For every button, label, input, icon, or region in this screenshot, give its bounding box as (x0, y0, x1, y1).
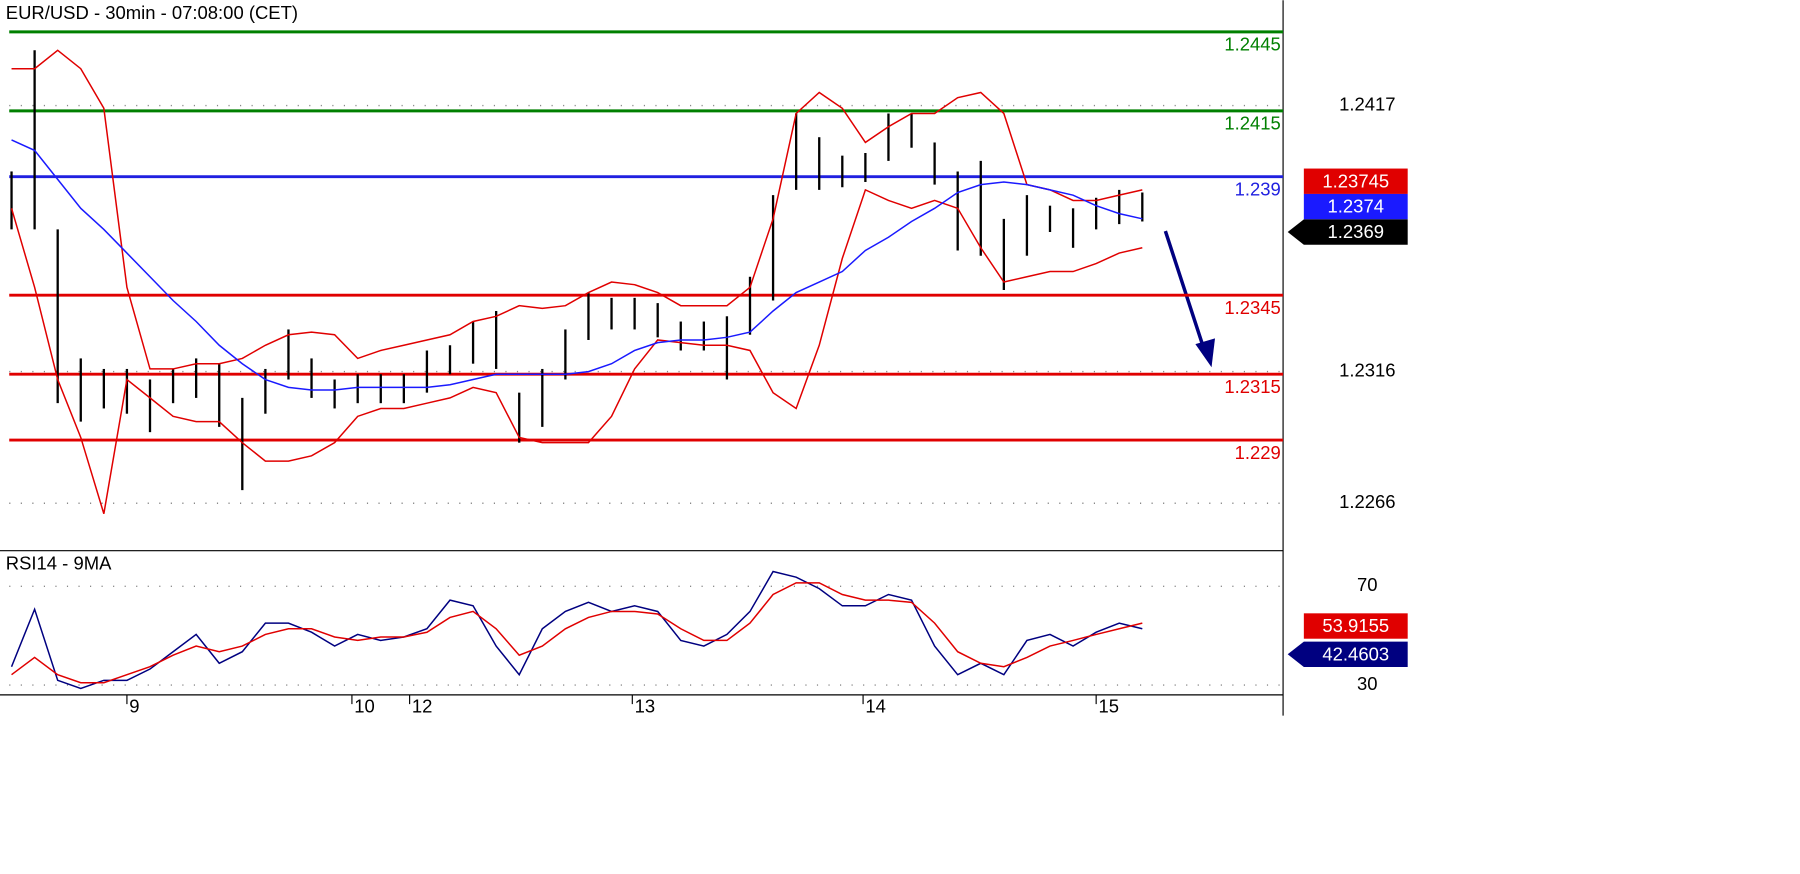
x-tick-label: 9 (129, 695, 139, 716)
box-shape (1287, 219, 1408, 245)
y-tick-label: 1.2266 (1339, 491, 1395, 512)
last-value-box: 1.23745 (1303, 168, 1408, 194)
x-tick-label: 14 (865, 695, 886, 716)
chart-title: EUR/USD - 30min - 07:08:00 (CET) (6, 2, 298, 23)
last-value-box: 53.9155 (1303, 613, 1408, 639)
series-line (11, 49, 1143, 370)
level-label: 1.2345 (1224, 297, 1280, 318)
last-value-label: 1.23745 (1322, 170, 1389, 191)
box-shape (1303, 168, 1408, 194)
rsi-title: RSI14 - 9MA (6, 552, 112, 573)
level-label: 1.2415 (1224, 113, 1280, 134)
last-value-box: 1.2369 (1287, 219, 1408, 245)
y-tick-label: 70 (1357, 574, 1378, 595)
series-line (11, 139, 1143, 391)
x-tick-label: 10 (354, 695, 375, 716)
y-tick-label: 1.2417 (1339, 93, 1395, 114)
series-line (10, 188, 1143, 514)
y-tick-label: 1.2316 (1339, 359, 1395, 380)
last-value-box: 42.4603 (1287, 641, 1408, 667)
x-tick-label: 15 (1098, 695, 1119, 716)
x-tick-label: 12 (412, 695, 433, 716)
last-value-label: 42.4603 (1322, 643, 1389, 664)
level-label: 1.229 (1235, 442, 1281, 463)
last-value-label: 53.9155 (1322, 615, 1389, 636)
level-label: 1.2315 (1224, 376, 1280, 397)
series-line (10, 570, 1143, 690)
last-value-box: 1.2374 (1303, 193, 1408, 220)
last-value-label: 1.2369 (1328, 221, 1384, 242)
level-label: 1.2445 (1224, 34, 1280, 55)
level-label: 1.239 (1235, 178, 1281, 199)
box-shape (1303, 613, 1408, 639)
box-shape (1303, 193, 1408, 220)
box-shape (1287, 641, 1408, 667)
last-value-label: 1.2374 (1328, 196, 1384, 217)
y-tick-label: 30 (1357, 673, 1378, 694)
series-line (11, 582, 1143, 684)
x-tick-label: 13 (635, 695, 656, 716)
forecast-arrow (1163, 230, 1215, 368)
